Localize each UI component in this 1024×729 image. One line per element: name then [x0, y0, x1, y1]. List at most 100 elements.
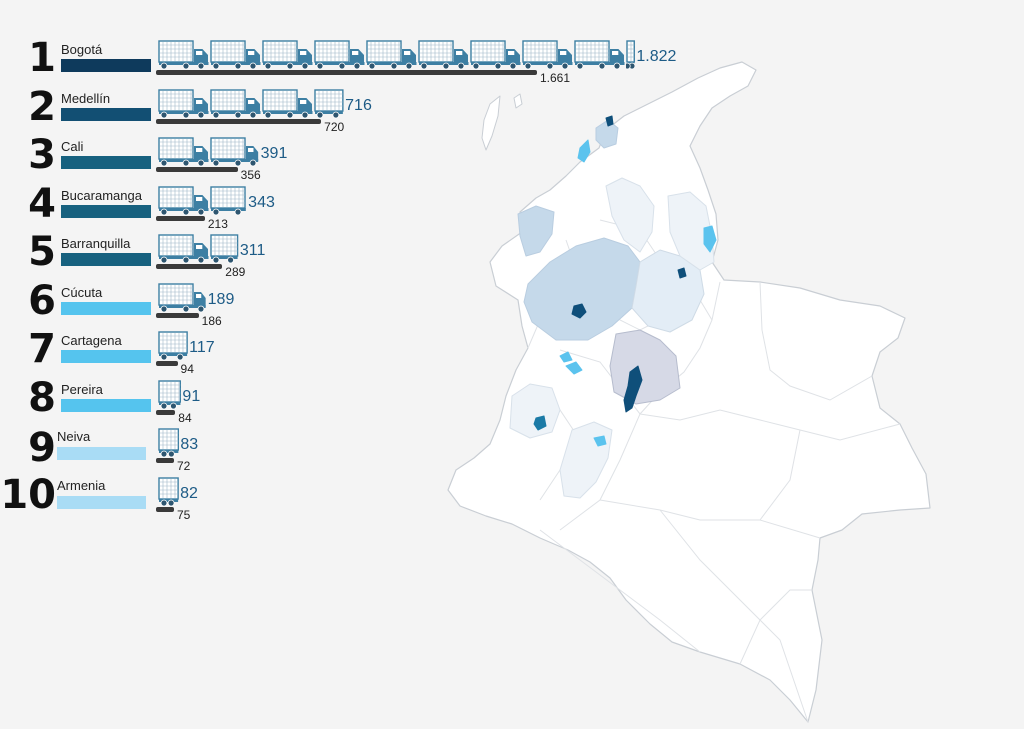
- city-color-bar: [61, 398, 151, 412]
- truck-icon: [262, 88, 313, 118]
- city-name: Medellín: [61, 90, 111, 106]
- truck-pictogram: [158, 40, 636, 70]
- region-norte-santander: [667, 191, 715, 271]
- ranking-row: 4 Bucaramanga 343 213: [0, 184, 660, 232]
- previous-value-label: 213: [207, 216, 228, 231]
- current-value-label: 117: [189, 339, 215, 356]
- city-color-bar: [57, 447, 146, 460]
- truck-icon: [314, 40, 365, 70]
- previous-value-label: 356: [240, 168, 261, 182]
- truck-icon: [158, 428, 180, 458]
- truck-pictogram: [158, 282, 207, 312]
- rank-number: 3: [28, 132, 56, 178]
- city-name: Bogotá: [61, 42, 103, 57]
- city-color-bar: [61, 350, 151, 363]
- truck-pictogram: [158, 234, 239, 264]
- region-cordoba: [517, 205, 555, 257]
- region-neiva: [593, 435, 607, 447]
- previous-value-bar: [156, 264, 223, 269]
- truck-icon: [158, 40, 209, 70]
- city-name: Bucaramanga: [61, 187, 142, 203]
- truck-icon: [210, 40, 261, 70]
- previous-value-label: 289: [225, 265, 246, 279]
- ranking-row: 7 Cartagena 117 94: [0, 329, 660, 377]
- truck-icon: [158, 379, 182, 409]
- current-value-label: 311: [239, 242, 266, 259]
- city-name: Cúcuta: [61, 284, 103, 300]
- ranking-row: 2 Medellín 716 720: [0, 87, 660, 135]
- rank-number: 8: [28, 374, 56, 421]
- truck-icon: [522, 40, 573, 70]
- department-boundary: [639, 409, 901, 441]
- city-color-bar: [61, 59, 151, 72]
- region-bogota: [623, 365, 643, 413]
- current-value-label: 391: [260, 145, 288, 162]
- previous-value-bar: [156, 215, 205, 221]
- previous-value-label: 75: [177, 507, 191, 522]
- region-medellin: [571, 303, 587, 319]
- truck-icon: [210, 234, 239, 264]
- city-name: Pereira: [61, 381, 103, 397]
- city-ranking: 1 Bogotá 1.822 1.661 2 Medellín 716 720 3 Cali 391…: [0, 0, 676, 540]
- truck-icon: [262, 40, 313, 70]
- department-boundary: [759, 281, 873, 401]
- current-value-label: 189: [207, 290, 235, 308]
- truck-icon: [418, 40, 469, 70]
- region-cartagena: [577, 139, 591, 163]
- current-value-label: 343: [248, 193, 275, 211]
- island-providencia: [513, 93, 523, 109]
- truck-icon: [626, 40, 636, 70]
- truck-icon: [210, 88, 261, 118]
- region-bucaramanga: [677, 267, 687, 279]
- department-boundary: [759, 429, 801, 521]
- city-name: Cartagena: [61, 333, 122, 348]
- truck-icon: [158, 88, 209, 118]
- truck-pictogram: [158, 185, 247, 215]
- truck-pictogram: [158, 476, 180, 506]
- region-cundinamarca: [609, 329, 681, 405]
- previous-value-label: 84: [178, 410, 192, 425]
- truck-icon: [210, 185, 246, 215]
- previous-value-label: 186: [201, 313, 222, 328]
- department-boundary: [559, 349, 641, 531]
- truck-icon: [158, 137, 209, 167]
- truck-icon: [158, 234, 209, 264]
- ranking-row: 8 Pereira 91 84: [0, 378, 660, 426]
- city-color-bar: [61, 253, 151, 266]
- city-color-bar: [61, 301, 151, 315]
- truck-icon: [470, 40, 521, 70]
- previous-value-bar: [156, 70, 537, 75]
- previous-value-bar: [156, 409, 176, 415]
- truck-icon: [158, 331, 188, 361]
- ranking-row: 3 Cali 391 356: [0, 135, 660, 183]
- previous-value-bar: [156, 167, 238, 172]
- previous-value-bar: [156, 458, 174, 463]
- previous-value-bar: [156, 118, 322, 124]
- rank-number: 1: [28, 35, 56, 81]
- previous-value-label: 720: [324, 119, 345, 134]
- region-cali: [533, 415, 547, 431]
- rank-number: 4: [28, 180, 56, 227]
- ranking-row: 10 Armenia 82 75: [0, 475, 660, 523]
- city-color-bar: [57, 495, 146, 509]
- truck-pictogram: [158, 331, 189, 361]
- current-value-label: 716: [345, 96, 372, 114]
- previous-value-bar: [156, 361, 178, 366]
- region-valle: [509, 383, 561, 439]
- city-name: Neiva: [57, 429, 91, 444]
- island-san-andres: [481, 95, 501, 151]
- previous-value-bar: [156, 312, 199, 318]
- previous-value-label: 94: [180, 362, 194, 376]
- truck-icon: [210, 137, 259, 167]
- rank-number: 7: [28, 326, 56, 372]
- region-pereira: [565, 361, 583, 375]
- ranking-row: 6 Cúcuta 189 186: [0, 281, 660, 329]
- truck-pictogram: [158, 88, 344, 118]
- previous-value-label: 72: [177, 459, 191, 473]
- previous-value-label: 1.661: [540, 71, 571, 85]
- truck-pictogram: [158, 428, 180, 458]
- current-value-label: 91: [182, 387, 201, 405]
- city-color-bar: [61, 156, 151, 169]
